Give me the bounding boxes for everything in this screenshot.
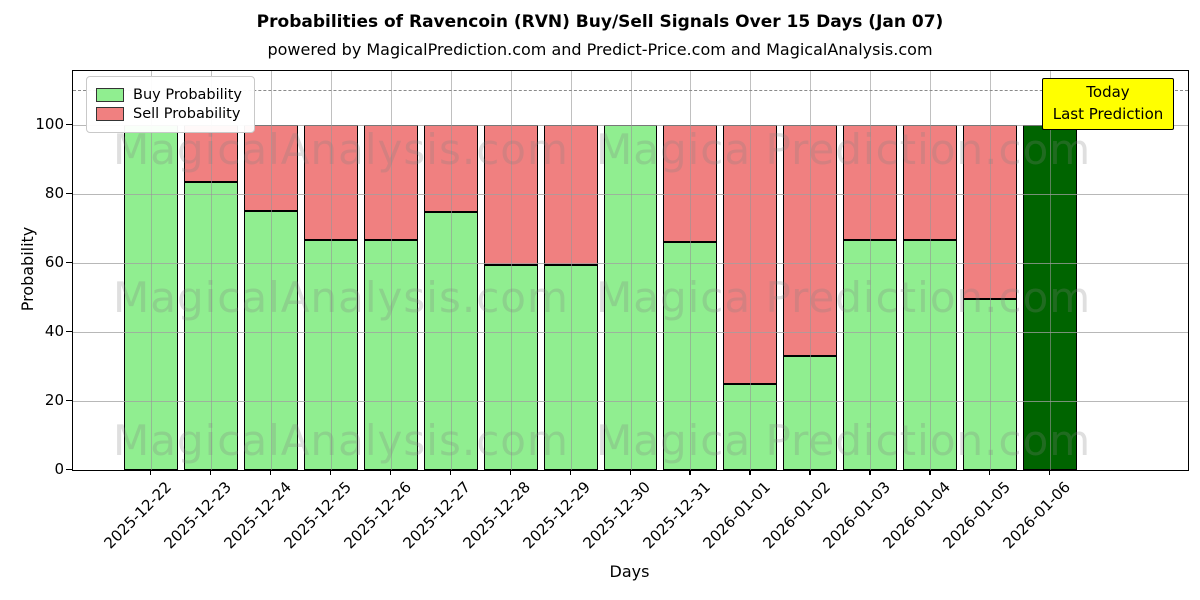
plot-area: MagicalAnalysis.com Magica Prediction.com… [72,70,1189,471]
legend-label-sell: Sell Probability [133,106,241,122]
x-tick-mark [329,470,332,475]
page-title: Probabilities of Ravencoin (RVN) Buy/Sel… [256,12,944,32]
y-tick-mark [66,261,72,264]
bar-buy-2026-01-01 [723,384,778,470]
v-gridline [750,71,752,470]
v-gridline [810,71,812,470]
y-tick-label: 0 [54,460,64,478]
y-tick-mark [66,192,72,194]
y-tick-mark [66,330,72,333]
y-tick-label: 100 [35,114,64,133]
bar-buy-2025-12-27 [423,211,478,470]
v-gridline [450,71,452,470]
v-gridline [330,71,332,470]
bar-sell-2025-12-23 [183,124,238,182]
legend-item-sell: Sell Probability [96,106,242,122]
v-gridline [990,71,992,470]
bar-buy-2025-12-23 [183,181,238,470]
v-gridline [570,71,572,470]
annotation-line-today: Today [1086,83,1130,101]
v-gridline [870,71,872,470]
x-tick-mark [1049,470,1051,475]
x-tick-mark [449,470,451,475]
y-tick-label: 40 [44,321,64,340]
v-gridline [630,71,632,470]
watermark-text: Magica Prediction.com [596,273,1092,322]
v-gridline [270,71,272,470]
chart-legend: Buy Probability Sell Probability [86,76,255,133]
sell-swatch-icon [96,107,124,121]
bar-buy-2026-01-05 [963,299,1018,470]
buy-swatch-icon [96,88,124,102]
bar-sell-2026-01-03 [843,124,898,240]
x-tick-mark [689,470,691,475]
x-tick-mark [269,470,272,475]
y-tick-label: 60 [44,252,64,271]
today-annotation-box: Today Last Prediction [1042,78,1174,130]
x-tick-mark [209,470,212,475]
chart-subtitle: powered by MagicalPrediction.com and Pre… [267,40,933,59]
y-tick-label: 20 [44,390,64,409]
x-tick-mark [149,470,152,475]
x-tick-mark [569,470,571,475]
bar-buy-2025-12-29 [543,265,598,470]
x-tick-mark [989,470,991,475]
bar-sell-2025-12-29 [543,124,598,266]
v-gridline [1050,71,1052,470]
x-tick-mark [509,470,511,475]
y-tick-label: 80 [44,183,64,202]
annotation-line-last-prediction: Last Prediction [1052,104,1164,123]
y-tick-mark [66,469,72,471]
dashed-guide-line [73,90,1188,91]
x-axis-title: Days [609,562,650,581]
watermark-text: Magica Prediction.com [596,125,1092,174]
bar-sell-2025-12-27 [423,124,478,212]
legend-item-buy: Buy Probability [96,87,242,103]
watermark-text: MagicalAnalysis.com [113,273,569,322]
bar-sell-2026-01-05 [963,124,1018,299]
x-tick-mark [929,470,931,475]
y-tick-mark [66,399,72,402]
bar-buy-2026-01-03 [843,239,898,470]
y-tick-mark [66,123,72,125]
watermark-text: MagicalAnalysis.com [113,125,569,174]
v-gridline [510,71,512,470]
legend-label-buy: Buy Probability [133,87,242,103]
x-tick-mark [869,470,871,475]
bar-buy-2025-12-30 [603,124,658,470]
v-gridline [930,71,932,470]
v-gridline [690,71,692,470]
watermark-text: Magica Prediction.com [596,416,1092,465]
x-tick-mark [809,470,811,475]
x-tick-mark [629,470,631,475]
watermark-text: MagicalAnalysis.com [113,416,569,465]
bar-buy-2025-12-25 [303,239,358,470]
x-tick-mark [749,470,751,475]
bar-sell-2026-01-01 [723,124,778,385]
v-gridline [210,71,212,470]
x-tick-mark [389,470,391,475]
v-gridline [390,71,392,470]
v-gridline [150,71,152,470]
